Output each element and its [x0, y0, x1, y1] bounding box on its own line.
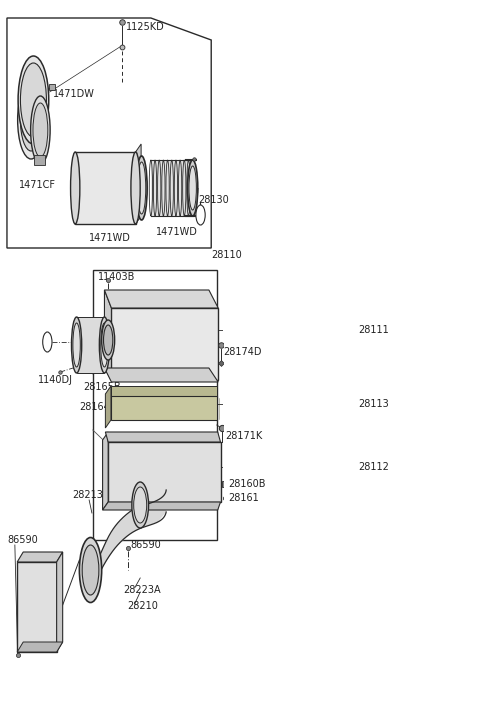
Ellipse shape — [18, 56, 49, 144]
Ellipse shape — [79, 537, 102, 603]
Ellipse shape — [104, 325, 113, 355]
Polygon shape — [106, 386, 111, 428]
Text: 28161: 28161 — [228, 493, 259, 503]
Text: A: A — [45, 338, 50, 346]
Polygon shape — [108, 442, 220, 502]
Polygon shape — [17, 552, 63, 562]
Polygon shape — [17, 562, 57, 652]
Ellipse shape — [132, 482, 148, 528]
Ellipse shape — [31, 96, 50, 164]
Polygon shape — [7, 18, 211, 248]
Ellipse shape — [72, 317, 82, 373]
Text: 28165B: 28165B — [84, 382, 121, 392]
Ellipse shape — [71, 152, 80, 224]
Polygon shape — [135, 144, 141, 224]
Text: 28160B: 28160B — [228, 479, 265, 489]
Text: 1125KD: 1125KD — [126, 22, 165, 32]
FancyBboxPatch shape — [35, 155, 45, 165]
Ellipse shape — [188, 160, 198, 216]
Polygon shape — [103, 432, 108, 510]
Polygon shape — [111, 396, 217, 420]
Text: 28112: 28112 — [359, 462, 389, 472]
FancyBboxPatch shape — [77, 317, 105, 373]
Polygon shape — [111, 386, 217, 396]
Polygon shape — [17, 642, 63, 652]
Polygon shape — [105, 290, 111, 380]
Text: 1471CF: 1471CF — [19, 180, 56, 190]
Polygon shape — [57, 552, 63, 652]
Text: A: A — [198, 211, 204, 219]
Text: 28113: 28113 — [359, 399, 389, 409]
Ellipse shape — [82, 545, 99, 595]
Text: 28110: 28110 — [211, 250, 241, 260]
Text: 28130: 28130 — [199, 195, 229, 205]
Text: 28174D: 28174D — [223, 347, 262, 357]
Text: 28210: 28210 — [128, 601, 158, 611]
Text: 86590: 86590 — [130, 540, 161, 550]
Polygon shape — [106, 432, 220, 442]
Text: 28223A: 28223A — [123, 585, 161, 595]
Ellipse shape — [102, 320, 115, 360]
FancyBboxPatch shape — [75, 152, 135, 224]
Text: 1471WD: 1471WD — [89, 233, 131, 243]
Polygon shape — [105, 368, 218, 382]
FancyBboxPatch shape — [151, 160, 192, 216]
Text: 28171K: 28171K — [225, 431, 263, 441]
Ellipse shape — [33, 103, 48, 157]
Ellipse shape — [131, 152, 140, 224]
Circle shape — [196, 205, 205, 225]
Text: 1471WD: 1471WD — [156, 227, 197, 237]
Ellipse shape — [134, 487, 147, 523]
Polygon shape — [95, 490, 166, 585]
Ellipse shape — [136, 156, 147, 220]
Text: 28111: 28111 — [359, 325, 389, 335]
Polygon shape — [103, 502, 220, 510]
Polygon shape — [105, 290, 218, 308]
Text: 28164: 28164 — [79, 402, 109, 412]
Ellipse shape — [21, 63, 47, 137]
Text: 28213A: 28213A — [72, 490, 109, 500]
Polygon shape — [111, 308, 218, 380]
Ellipse shape — [18, 81, 45, 159]
Text: 1140DJ: 1140DJ — [38, 375, 73, 385]
Ellipse shape — [73, 323, 80, 367]
Text: 86590: 86590 — [7, 535, 38, 545]
Ellipse shape — [99, 317, 109, 373]
FancyBboxPatch shape — [93, 270, 217, 540]
Text: 1471DW: 1471DW — [53, 89, 95, 99]
Ellipse shape — [189, 166, 196, 210]
Text: 11403B: 11403B — [98, 272, 136, 282]
Circle shape — [43, 332, 52, 352]
Ellipse shape — [101, 323, 108, 367]
Ellipse shape — [21, 89, 42, 151]
Ellipse shape — [137, 162, 146, 214]
